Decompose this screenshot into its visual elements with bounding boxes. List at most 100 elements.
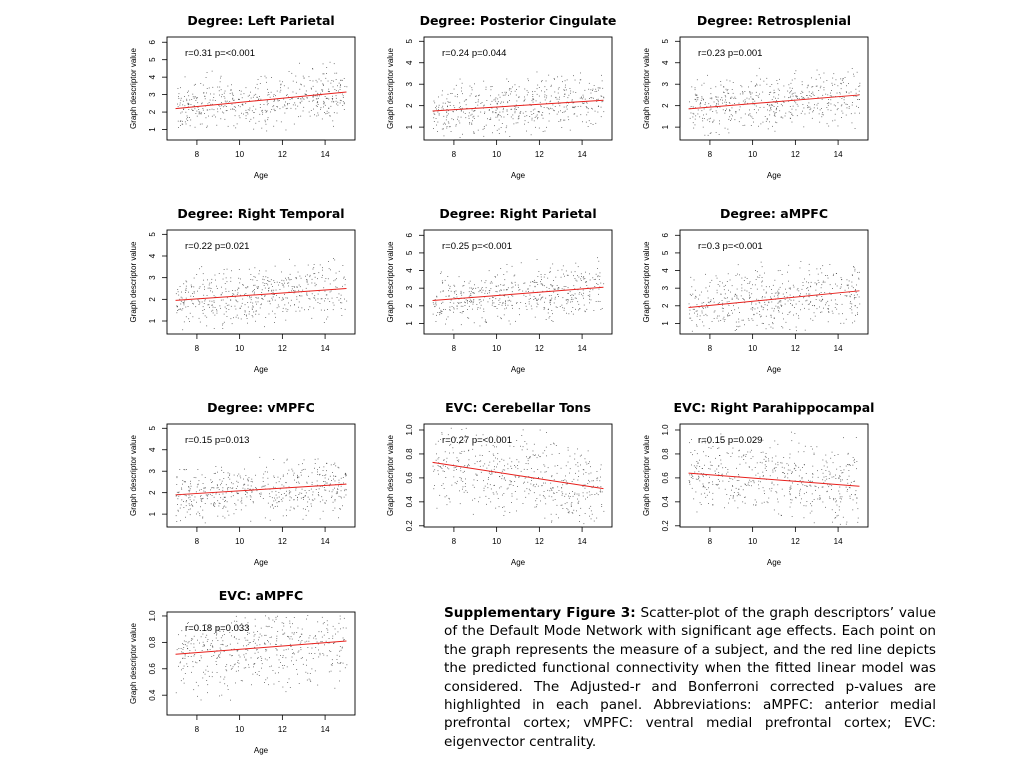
data-point xyxy=(738,450,740,452)
data-point xyxy=(181,291,182,293)
data-point xyxy=(526,130,527,132)
data-point xyxy=(710,117,711,119)
data-point xyxy=(770,106,772,108)
data-point xyxy=(444,102,446,104)
data-point xyxy=(788,100,790,102)
y-tick-label: 4 xyxy=(148,447,157,452)
data-point xyxy=(468,463,469,465)
data-point xyxy=(788,312,790,314)
data-point xyxy=(533,120,535,122)
data-point xyxy=(496,308,498,309)
data-point xyxy=(433,303,435,305)
data-point xyxy=(586,492,588,494)
data-point xyxy=(552,487,554,489)
data-point xyxy=(253,311,255,313)
x-axis: 8 10 12 14 xyxy=(708,526,843,546)
data-point xyxy=(826,490,828,492)
data-point xyxy=(267,300,269,302)
data-point xyxy=(456,296,458,298)
data-point xyxy=(537,276,539,277)
data-point xyxy=(201,498,203,500)
data-point xyxy=(323,84,324,86)
data-point xyxy=(852,102,853,103)
data-point xyxy=(728,481,730,482)
data-point xyxy=(305,287,307,289)
data-point xyxy=(494,446,495,448)
fit-line xyxy=(432,461,604,490)
data-point xyxy=(530,105,532,106)
data-point xyxy=(817,470,818,472)
data-point xyxy=(203,487,205,489)
data-point xyxy=(774,470,776,472)
data-point xyxy=(791,499,793,501)
data-point xyxy=(551,310,553,311)
data-point xyxy=(219,305,221,307)
data-point xyxy=(438,104,440,106)
data-point xyxy=(776,122,778,124)
data-point xyxy=(205,669,207,671)
data-point xyxy=(449,101,451,103)
data-point xyxy=(555,96,557,98)
data-point xyxy=(574,278,576,279)
data-point xyxy=(310,488,312,490)
data-point xyxy=(340,100,342,102)
data-point xyxy=(318,492,319,493)
data-point xyxy=(200,499,202,501)
data-point xyxy=(572,102,574,104)
data-point xyxy=(199,123,201,125)
data-point xyxy=(798,98,800,100)
data-point xyxy=(540,500,541,502)
data-point xyxy=(545,97,547,99)
data-point xyxy=(178,127,179,128)
data-point xyxy=(575,308,576,310)
data-point xyxy=(505,131,506,133)
data-point xyxy=(485,124,487,126)
data-point xyxy=(779,286,781,288)
data-point xyxy=(465,99,467,101)
data-point xyxy=(749,297,750,299)
data-point xyxy=(817,96,819,98)
data-point xyxy=(810,503,811,505)
data-point xyxy=(730,114,732,116)
data-point xyxy=(204,315,206,317)
data-point xyxy=(227,487,229,488)
data-point xyxy=(561,480,563,481)
data-point xyxy=(828,312,830,313)
data-point xyxy=(724,127,726,129)
data-point xyxy=(465,117,467,119)
data-point xyxy=(227,689,229,690)
data-point xyxy=(696,453,698,455)
data-point xyxy=(206,88,208,89)
data-point xyxy=(565,475,566,477)
data-point xyxy=(233,99,235,101)
data-point xyxy=(704,134,706,136)
data-point xyxy=(307,283,309,285)
data-point xyxy=(483,126,485,127)
data-point xyxy=(544,497,546,499)
data-point xyxy=(336,492,338,493)
data-point xyxy=(769,475,771,477)
data-point xyxy=(775,467,777,468)
data-point xyxy=(332,489,334,491)
data-point xyxy=(259,104,261,105)
data-point xyxy=(230,305,232,307)
data-point xyxy=(522,290,524,292)
data-point xyxy=(766,77,768,79)
data-point xyxy=(461,90,462,92)
data-point xyxy=(308,510,310,512)
data-point xyxy=(550,95,552,97)
data-point xyxy=(193,277,195,279)
data-point xyxy=(317,293,319,295)
data-point xyxy=(489,119,491,120)
data-point xyxy=(344,490,346,492)
data-point xyxy=(497,114,499,115)
data-point xyxy=(300,497,302,499)
data-point xyxy=(826,107,828,108)
data-point xyxy=(543,496,545,498)
data-point xyxy=(564,503,566,505)
data-point xyxy=(340,477,342,479)
data-point xyxy=(465,427,467,429)
data-point xyxy=(770,326,772,328)
data-point xyxy=(812,465,814,467)
data-point xyxy=(267,483,269,485)
